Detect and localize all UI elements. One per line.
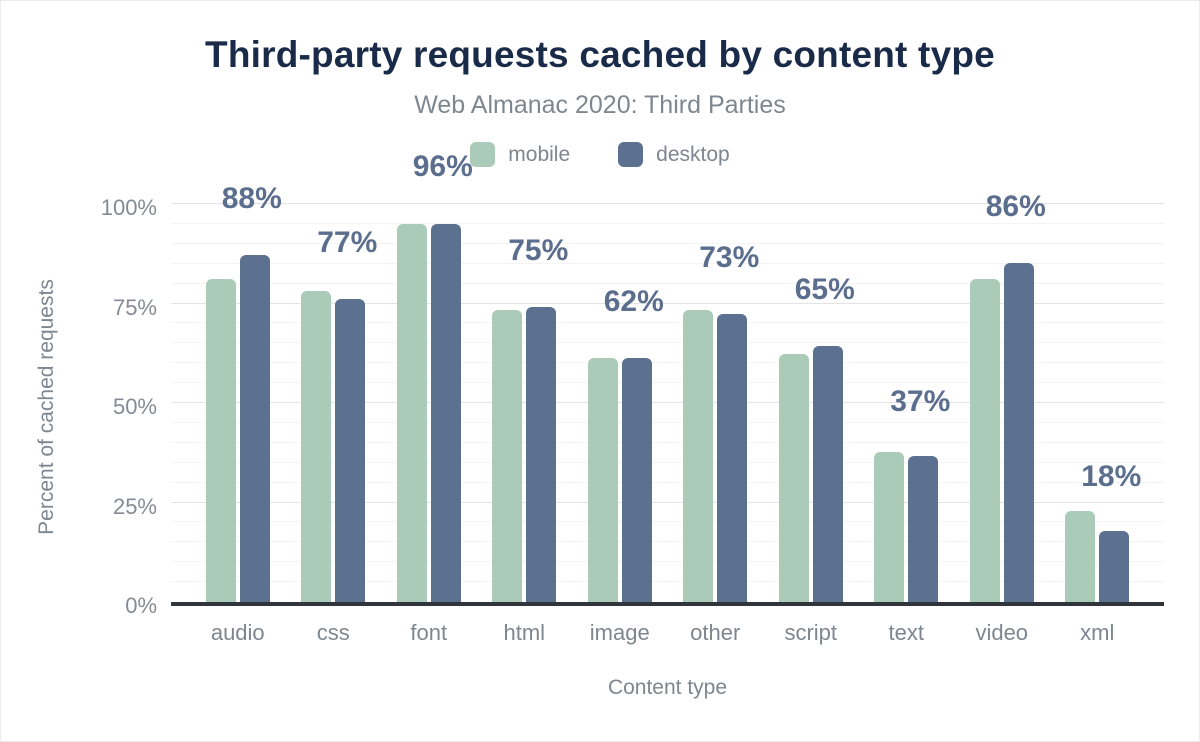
bar-pair (492, 208, 557, 602)
bar-mobile-xml (1065, 511, 1096, 602)
bar-pair (301, 208, 366, 602)
gridline-major (171, 203, 1164, 204)
bar-group-css: 77% css (286, 208, 382, 645)
bar-pair (396, 208, 461, 602)
bar-pair (1065, 208, 1130, 602)
gridline-minor (171, 322, 1164, 324)
y-tick-label: 0% (125, 593, 157, 618)
bar-desktop-xml (1099, 531, 1130, 602)
y-tick-label: 75% (112, 294, 157, 320)
bar-mobile-video (969, 278, 1000, 602)
gridline-minor (171, 481, 1164, 483)
value-label-audio: 88% (221, 181, 282, 215)
y-tick-label: 50% (112, 394, 157, 419)
gridline-minor (171, 441, 1164, 443)
legend-item-desktop: desktop (618, 142, 730, 167)
bar-mobile-other (683, 310, 714, 602)
bar-pair (874, 208, 939, 602)
bar-pair (778, 208, 843, 602)
bar-desktop-video (1003, 263, 1034, 602)
bar-desktop-text (908, 456, 939, 602)
gridline-minor (171, 461, 1164, 463)
y-tick-label: 25% (112, 493, 157, 519)
bar-mobile-image (587, 357, 618, 602)
bar-desktop-css (335, 298, 366, 602)
bar-desktop-font (430, 223, 461, 602)
legend-label-desktop: desktop (656, 142, 730, 166)
chart-title: Third-party requests cached by content t… (205, 34, 995, 75)
legend: mobile desktop (1, 142, 1199, 167)
value-label-other: 73% (699, 241, 760, 275)
plot-area: 88% audio 77% css 96% font 75% html 62% image 73% o… (171, 151, 1164, 645)
bar-desktop-other (717, 314, 748, 602)
x-axis-title: Content type (607, 676, 728, 699)
bar-pair (587, 208, 652, 602)
value-label-image: 62% (603, 285, 664, 319)
bar-mobile-css (301, 290, 332, 602)
gridline-minor (171, 382, 1164, 384)
value-label-video: 86% (985, 189, 1046, 223)
bar-pair (683, 208, 748, 602)
gridline-minor (171, 242, 1164, 244)
bar-pair (205, 208, 270, 602)
desktop-swatch-icon (618, 142, 644, 167)
bar-mobile-html (492, 310, 523, 602)
bar-group-image: 62% image (572, 208, 668, 645)
x-tick-label-other: other (690, 620, 741, 645)
x-tick-label-script: script (784, 620, 838, 645)
x-tick-label-text: text (888, 620, 924, 645)
value-label-xml: 18% (1081, 460, 1142, 494)
x-tick-label-font: font (410, 620, 448, 645)
bar-mobile-audio (205, 278, 236, 602)
bar-group-script: 65% script (763, 208, 859, 645)
value-label-html: 75% (508, 233, 569, 267)
gridline-major (171, 302, 1164, 304)
bar-group-text: 37% text (859, 208, 955, 645)
x-tick-label-video: video (975, 620, 1029, 645)
gridline-minor (171, 521, 1164, 523)
value-label-css: 77% (317, 225, 378, 259)
mobile-swatch-icon (470, 142, 496, 167)
bar-group-audio: 88% audio (190, 183, 286, 645)
gridline-minor (171, 342, 1164, 344)
gridline-minor (171, 561, 1164, 563)
gridline-minor (171, 362, 1164, 364)
x-tick-label-audio: audio (210, 620, 265, 645)
bar-group-video: 86% video (954, 191, 1050, 645)
bar-group-html: 75% html (477, 208, 573, 645)
value-label-script: 65% (794, 273, 855, 307)
bar-desktop-script (812, 345, 843, 602)
gridline-minor (171, 282, 1164, 284)
bar-groups: 88% audio 77% css 96% font 75% html 62% image 73% o… (171, 151, 1164, 645)
gridline-major (171, 501, 1164, 503)
bar-group-xml: 18% xml (1050, 208, 1146, 645)
gridline-minor (171, 421, 1164, 423)
gridline-major (171, 402, 1164, 403)
bar-desktop-audio (239, 255, 270, 602)
bar-desktop-image (621, 357, 652, 602)
gridline-minor (171, 581, 1164, 583)
chart-subtitle: Web Almanac 2020: Third Parties (414, 91, 786, 119)
bar-mobile-script (778, 353, 809, 602)
x-tick-label-xml: xml (1080, 620, 1115, 645)
bar-mobile-font (396, 223, 427, 602)
value-label-font: 96% (412, 149, 473, 183)
bar-pair (969, 208, 1034, 602)
gridline-minor (171, 222, 1164, 224)
x-tick-label-image: image (589, 620, 650, 645)
bar-group-other: 73% other (668, 208, 764, 645)
y-tick-label: 100% (100, 195, 157, 220)
gridline-minor (171, 541, 1164, 543)
value-label-text: 37% (890, 384, 951, 418)
legend-item-mobile: mobile (470, 142, 570, 167)
x-tick-label-css: css (316, 620, 350, 645)
x-tick-label-html: html (503, 620, 546, 645)
bar-mobile-text (874, 452, 905, 602)
legend-label-mobile: mobile (508, 142, 571, 166)
bar-desktop-html (526, 306, 557, 602)
bar-group-font: 96% font (381, 151, 477, 645)
gridline-minor (171, 262, 1164, 264)
